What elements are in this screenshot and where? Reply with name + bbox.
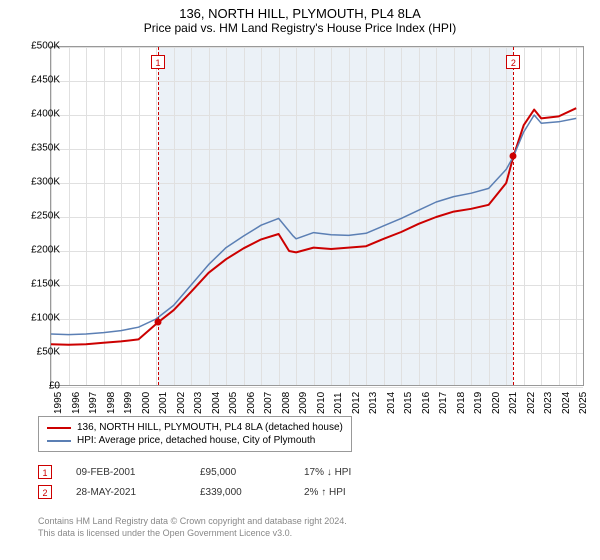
y-axis-label: £200K [31,245,60,256]
y-axis-label: £500K [31,41,60,52]
x-axis-label: 2013 [368,392,379,414]
series-line-price_paid [51,108,576,345]
legend-swatch [47,440,71,442]
x-axis-label: 2009 [298,392,309,414]
footer-line: This data is licensed under the Open Gov… [38,528,347,540]
chart-svg [51,47,583,385]
sale-price: £339,000 [200,487,280,498]
x-axis-label: 2025 [578,392,589,414]
sale-price: £95,000 [200,467,280,478]
sale-hpi-delta: 17% ↓ HPI [304,467,404,478]
y-axis-label: £450K [31,75,60,86]
marker-ref-icon: 1 [38,465,52,479]
marker-box-icon: 2 [506,55,520,69]
x-axis-label: 2011 [333,392,344,414]
y-axis-label: £400K [31,109,60,120]
y-axis-label: £300K [31,177,60,188]
chart-subtitle: Price paid vs. HM Land Registry's House … [0,21,600,39]
x-axis-label: 2018 [456,392,467,414]
legend-item: HPI: Average price, detached house, City… [47,434,343,447]
x-axis-label: 2020 [491,392,502,414]
attribution-footer: Contains HM Land Registry data © Crown c… [38,516,347,539]
x-axis-label: 1996 [71,392,82,414]
x-axis-label: 2012 [351,392,362,414]
x-axis-label: 2017 [438,392,449,414]
y-axis-label: £50K [37,347,60,358]
marker-dot-icon [510,153,517,160]
sale-date: 28-MAY-2021 [76,487,176,498]
gridline-h [51,387,583,388]
y-axis-label: £350K [31,143,60,154]
marker-dashed-line [513,47,514,385]
x-axis-label: 1998 [106,392,117,414]
legend-label: HPI: Average price, detached house, City… [77,435,315,446]
x-axis-label: 2022 [526,392,537,414]
x-axis-label: 2007 [263,392,274,414]
up-arrow-icon: ↑ [321,487,326,498]
marker-dot-icon [154,319,161,326]
x-axis-label: 2002 [176,392,187,414]
marker-dashed-line [158,47,159,385]
legend: 136, NORTH HILL, PLYMOUTH, PL4 8LA (deta… [38,416,352,452]
series-line-hpi [51,115,576,335]
legend-item: 136, NORTH HILL, PLYMOUTH, PL4 8LA (deta… [47,421,343,434]
x-axis-label: 2006 [246,392,257,414]
x-axis-label: 2001 [158,392,169,414]
x-axis-label: 2015 [403,392,414,414]
x-axis-label: 1997 [88,392,99,414]
y-axis-label: £150K [31,279,60,290]
chart-container: 136, NORTH HILL, PLYMOUTH, PL4 8LA Price… [0,0,600,560]
x-axis-label: 1995 [53,392,64,414]
marker-ref-icon: 2 [38,485,52,499]
x-axis-label: 2008 [281,392,292,414]
x-axis-label: 2021 [508,392,519,414]
x-axis-label: 2023 [543,392,554,414]
y-axis-label: £250K [31,211,60,222]
x-axis-label: 2019 [473,392,484,414]
x-axis-label: 2010 [316,392,327,414]
x-axis-label: 2004 [211,392,222,414]
x-axis-label: 2003 [193,392,204,414]
x-axis-label: 2024 [561,392,572,414]
y-axis-label: £0 [49,381,60,392]
chart-title: 136, NORTH HILL, PLYMOUTH, PL4 8LA [0,0,600,21]
legend-label: 136, NORTH HILL, PLYMOUTH, PL4 8LA (deta… [77,422,343,433]
sale-hpi-delta: 2% ↑ HPI [304,487,404,498]
x-axis-label: 2016 [421,392,432,414]
plot-area: 12 [50,46,584,386]
x-axis-label: 1999 [123,392,134,414]
down-arrow-icon: ↓ [327,467,332,478]
x-axis-label: 2005 [228,392,239,414]
x-axis-label: 2014 [386,392,397,414]
footer-line: Contains HM Land Registry data © Crown c… [38,516,347,528]
sale-row: 1 09-FEB-2001 £95,000 17% ↓ HPI [38,462,404,482]
sales-table: 1 09-FEB-2001 £95,000 17% ↓ HPI 2 28-MAY… [38,462,404,502]
marker-box-icon: 1 [151,55,165,69]
x-axis-label: 2000 [141,392,152,414]
sale-date: 09-FEB-2001 [76,467,176,478]
legend-swatch [47,427,71,429]
y-axis-label: £100K [31,313,60,324]
sale-row: 2 28-MAY-2021 £339,000 2% ↑ HPI [38,482,404,502]
